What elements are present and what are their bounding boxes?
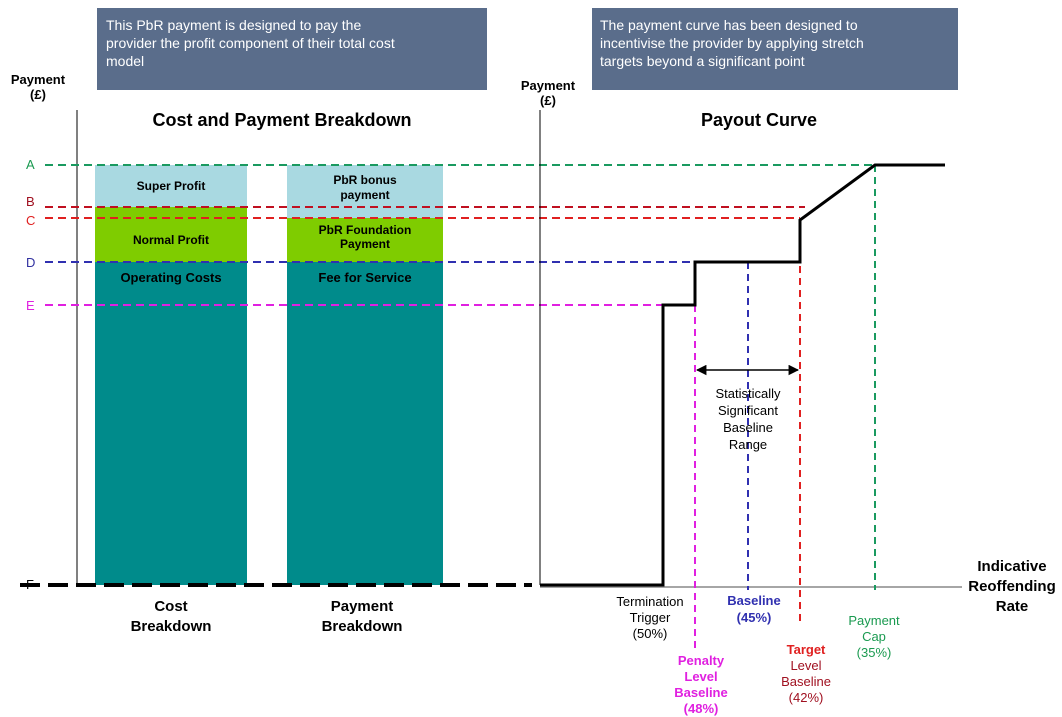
range-label: Statistically Significant Baseline Range <box>715 386 781 452</box>
text: Baseline <box>781 674 831 689</box>
rect <box>287 218 443 262</box>
panel-title: Payout Curve <box>701 110 817 130</box>
text: Baseline <box>727 593 780 608</box>
text: Target <box>787 642 826 657</box>
marker-label: Termination Trigger (50%) <box>616 594 683 641</box>
text: Payment <box>340 237 390 251</box>
text: E <box>26 298 35 313</box>
rect <box>95 262 247 585</box>
text: Baseline <box>674 685 727 700</box>
text: B <box>26 194 35 209</box>
text: Indicative <box>977 558 1046 575</box>
text: Significant <box>718 403 778 418</box>
text: Breakdown <box>322 618 403 635</box>
text: Normal Profit <box>133 233 209 247</box>
text: D <box>26 255 35 270</box>
text: Baseline <box>723 420 773 435</box>
text: This PbR payment is designed to pay the p… <box>106 17 395 69</box>
marker-label: Target Level Baseline (42%) <box>781 642 831 705</box>
rect <box>97 8 487 90</box>
bar: Super Profit Normal Profit Operating Cos… <box>95 165 247 585</box>
text: Trigger <box>630 610 671 625</box>
text: Reoffending <box>968 578 1056 595</box>
rect <box>95 207 247 262</box>
text: Cost <box>154 598 187 615</box>
text: (45%) <box>737 610 772 625</box>
text: Level <box>790 658 821 673</box>
rect <box>287 262 443 585</box>
text: (50%) <box>633 626 668 641</box>
text: incentivise the provider by applying str… <box>600 35 864 51</box>
marker-label: Payment Cap (35%) <box>848 613 900 660</box>
bar-label: Cost Breakdown <box>131 598 212 635</box>
text: model <box>106 53 144 69</box>
text: Rate <box>996 598 1029 615</box>
rect <box>95 165 247 207</box>
panel-title: Cost and Payment Breakdown <box>152 110 411 130</box>
text: Payment <box>331 598 394 615</box>
text: Breakdown <box>131 618 212 635</box>
text: Cap <box>862 629 886 644</box>
text: PbR Foundation <box>319 223 412 237</box>
text: targets beyond a significant point <box>600 53 805 69</box>
rect <box>287 165 443 218</box>
text: (42%) <box>789 690 824 705</box>
marker-lines <box>694 165 876 650</box>
text: Termination <box>616 594 683 609</box>
y-axis-label: Payment (£) <box>521 78 576 108</box>
text: Level <box>684 669 717 684</box>
text: PbR bonus payment <box>333 173 397 202</box>
text: Penalty <box>678 653 725 668</box>
text: Operating Costs <box>120 270 221 285</box>
text: (£) <box>30 87 46 102</box>
bar-label: Payment Breakdown <box>322 598 403 635</box>
text: Statistically <box>715 386 781 401</box>
text: Payment <box>848 613 900 628</box>
text: Payment <box>521 78 576 93</box>
text: The payment curve has been designed to in… <box>600 17 864 69</box>
marker-label: Penalty Level Baseline (48%) <box>674 653 727 716</box>
callout: The payment curve has been designed to in… <box>592 8 958 90</box>
text: Range <box>729 437 767 452</box>
text: Fee for Service <box>318 270 411 285</box>
text: (£) <box>540 93 556 108</box>
level-labels: A B C D E F <box>26 157 35 592</box>
bar: PbR bonus payment PbR Foundation Payment F… <box>287 165 443 585</box>
marker-label: Baseline (45%) <box>727 593 780 625</box>
rect <box>592 8 958 90</box>
text: C <box>26 213 35 228</box>
text: (48%) <box>684 701 719 716</box>
text: PbR Foundation Payment <box>319 223 412 251</box>
callout: This PbR payment is designed to pay the p… <box>97 8 487 90</box>
text: provider the profit component of their t… <box>106 35 395 51</box>
text: The payment curve has been designed to <box>600 17 858 33</box>
text: Super Profit <box>137 179 206 193</box>
text: Payment <box>11 72 66 87</box>
text: A <box>26 157 35 172</box>
x-axis-label: Indicative Reoffending Rate <box>968 558 1056 615</box>
payout-curve <box>540 163 945 587</box>
level-lines <box>20 164 875 587</box>
y-axis-label: Payment (£) <box>11 72 66 102</box>
text: This PbR payment is designed to pay the <box>106 17 361 33</box>
text: (35%) <box>857 645 892 660</box>
text: payment <box>340 188 389 202</box>
text: PbR bonus <box>333 173 397 187</box>
